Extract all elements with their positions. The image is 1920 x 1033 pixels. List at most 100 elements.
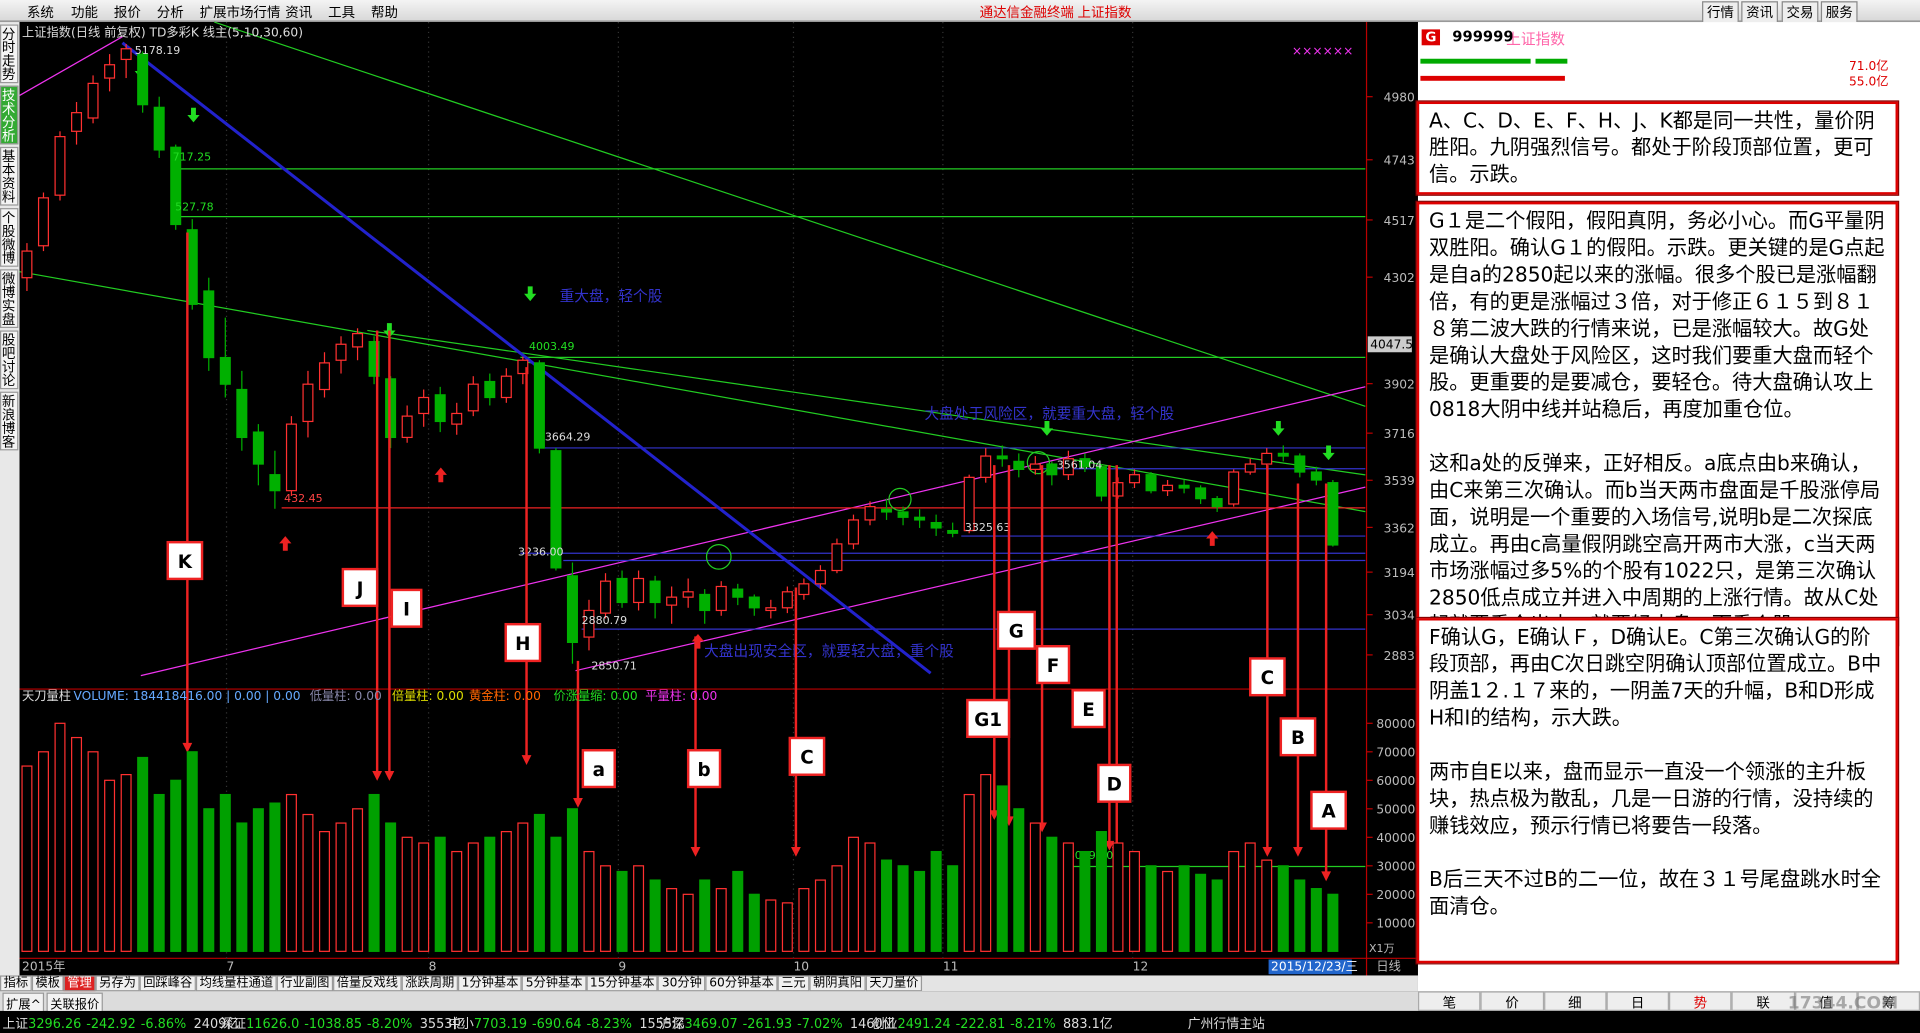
volume-tick-label: 60000 (1376, 774, 1415, 788)
candle-body (418, 396, 430, 415)
menu-button[interactable]: 服务 (1820, 1, 1858, 24)
menu-item[interactable]: 扩展市场行情 (199, 4, 281, 21)
symbol-icon: G (1421, 29, 1441, 46)
indicator-tab[interactable]: 30分钟 (658, 975, 706, 992)
indicator-tab[interactable]: 15分钟基本 (586, 975, 659, 992)
price-tick-label: 4517 (1384, 214, 1415, 228)
marker-label: I (403, 600, 410, 621)
candle-body (368, 340, 380, 377)
price-tick-label: 3034 (1384, 609, 1415, 623)
signal-arrow-head (372, 771, 383, 781)
detail-tab[interactable]: 价 (1480, 991, 1544, 1011)
candle-body (765, 607, 777, 612)
marker-label: C (1261, 668, 1274, 689)
indicator-tab[interactable]: 1分钟基本 (457, 975, 523, 992)
note-text: A、C、D、E、F、H、J、K都是同一共性，量价阴胜阳。九阴强烈信号。都处于阶段… (1428, 108, 1875, 187)
index-change: -242.92 (86, 1017, 136, 1032)
detail-tab[interactable]: 日 (1606, 991, 1669, 1011)
date-label: 12 (1133, 960, 1149, 974)
candle-body (71, 112, 83, 132)
menu-item[interactable]: 资讯 (285, 4, 313, 21)
candle-body (814, 569, 826, 585)
candle-body (1294, 455, 1306, 473)
side-tab[interactable]: 技术分析 (0, 85, 19, 145)
indicator-tab[interactable]: 管理 (63, 975, 96, 992)
menu-item[interactable]: 报价 (113, 4, 141, 21)
candle-body (1095, 466, 1107, 497)
level-label: 5178.19 (135, 44, 181, 57)
price-tick-label: 3902 (1384, 378, 1415, 392)
indicator-tab[interactable]: 天刀量价 (865, 975, 922, 992)
menu-item[interactable]: 系统 (26, 4, 54, 21)
indicator-tab[interactable]: 指标 (0, 975, 32, 992)
indicator-tab[interactable]: 涨跌周期 (401, 975, 458, 992)
volume-bar (318, 831, 331, 952)
side-tab[interactable]: 微博实盘 (0, 269, 19, 329)
candle-body (1145, 474, 1157, 492)
side-tab[interactable]: 股吧讨论 (0, 330, 19, 390)
detail-tab[interactable]: 筹 (1857, 991, 1920, 1011)
indicator-tab[interactable]: 行业副图 (276, 975, 334, 992)
app-title: 通达信金融终端 (979, 4, 1074, 21)
index-pct: -8.20% (366, 1017, 413, 1032)
volume-tick-label: 80000 (1376, 717, 1415, 731)
volume-bar (252, 808, 264, 952)
candle-body (153, 106, 165, 151)
side-tab[interactable]: 个股微博 (0, 208, 19, 267)
note-text: F确认G，E确认Ｆ，D确认E。C第三次确认G的阶段顶部，再由C次日跳空阴确认顶部… (1428, 625, 1882, 730)
marker-box (166, 540, 204, 581)
marker-box (686, 749, 722, 789)
status-bar: 上证3296.26 -242.92 -6.86% 2409亿 深证11626.0 -103… (0, 1010, 1920, 1033)
level-label: 527.78 (175, 201, 214, 214)
chart-header: 上证指数(日线 前复权) TD多彩K 线主(5,10,30,60) (22, 25, 303, 40)
candle-body (186, 229, 198, 305)
marker-label: B (1291, 728, 1305, 749)
candle-body (1310, 471, 1322, 481)
index-amount: 883.1亿 (1062, 1017, 1113, 1032)
indicator-tab[interactable]: 均线量柱通道 (195, 975, 277, 992)
volume-bar (71, 736, 83, 952)
menu-item[interactable]: 帮助 (371, 4, 398, 21)
detail-tabs: 笔价细日势联值筹 (1417, 991, 1920, 1011)
indicator-tab[interactable]: 三元 (777, 975, 810, 992)
menu-item[interactable]: 分析 (156, 4, 184, 21)
indicator-tab[interactable]: 模板 (31, 975, 64, 992)
marker-box (966, 698, 1011, 739)
volume-bar (170, 779, 182, 952)
symbol-code: 999999 (1452, 28, 1514, 46)
menu-item[interactable]: 工具 (328, 4, 356, 21)
indicator-tab[interactable]: 另存为 (95, 975, 140, 992)
candle-body (1013, 460, 1025, 470)
candle-body (1079, 458, 1091, 468)
volume-bar (881, 859, 893, 952)
index-change: -690.64 (531, 1017, 582, 1032)
index-name: 深证 (220, 1017, 247, 1032)
date-label: 8 (429, 960, 437, 974)
side-tab[interactable]: 分时走势 (0, 24, 19, 84)
detail-tab[interactable]: 笔 (1417, 991, 1481, 1011)
side-tab[interactable]: 基本资料 (0, 146, 19, 206)
indicator-tab[interactable]: 5分钟基本 (522, 975, 587, 992)
volume-bar (120, 773, 132, 952)
detail-tab[interactable]: 势 (1668, 991, 1732, 1011)
detail-tab[interactable]: 联 (1731, 991, 1795, 1011)
current-price-box (1367, 336, 1412, 353)
volume-bar (385, 822, 397, 952)
index-amount: 1460亿 (849, 1017, 896, 1032)
volume-bar (302, 813, 314, 952)
detail-tab[interactable]: 值 (1794, 991, 1858, 1011)
indicator-tab[interactable]: 60分钟基本 (705, 975, 778, 992)
menu-button[interactable]: 资讯 (1741, 1, 1778, 24)
volume-bar (666, 888, 678, 952)
volume-bar (1211, 879, 1223, 952)
detail-tab[interactable]: 细 (1543, 991, 1607, 1011)
indicator-tab[interactable]: 回踩峰谷 (139, 975, 196, 992)
indicator-tab[interactable]: 倍量反戏线 (333, 975, 402, 992)
indicator-tab[interactable]: 朝阴真阳 (809, 975, 866, 992)
candle-body (318, 362, 331, 391)
menu-item[interactable]: 功能 (71, 4, 98, 21)
volume-bar (947, 865, 959, 952)
date-label: 10 (793, 960, 809, 974)
side-tab[interactable]: 新浪博客 (0, 391, 19, 451)
